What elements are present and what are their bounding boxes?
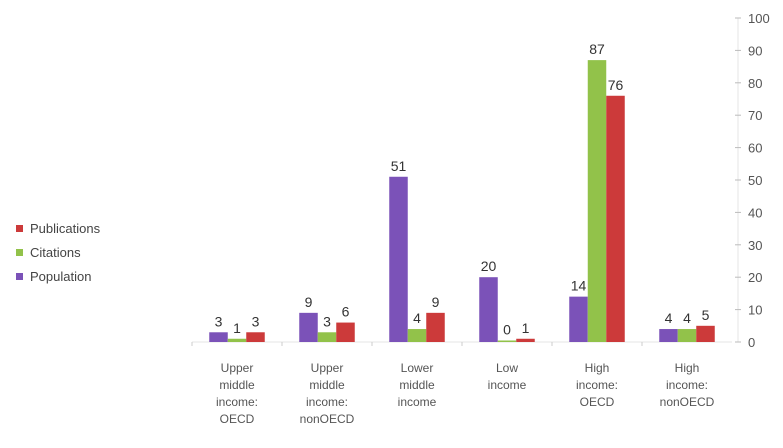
legend-swatch xyxy=(16,248,23,256)
legend: Publications Citations Population xyxy=(16,216,100,288)
category-label: Upper middle income: nonOECD xyxy=(300,361,355,426)
bar-citations xyxy=(587,60,607,343)
legend-label: Publications xyxy=(30,220,101,236)
y-tick-label: 40 xyxy=(748,205,762,220)
legend-item-publications: Publications xyxy=(16,216,100,240)
data-label: 87 xyxy=(589,41,605,57)
data-label: 9 xyxy=(305,294,313,310)
data-label: 0 xyxy=(503,322,511,338)
bar-population xyxy=(209,332,228,342)
data-label: 20 xyxy=(481,258,497,274)
bar-population xyxy=(659,329,678,342)
data-label: 76 xyxy=(608,77,624,93)
category-label: Upper middle income: OECD xyxy=(216,361,258,426)
y-tick-label: 80 xyxy=(748,76,762,91)
bar-publications xyxy=(696,325,715,342)
legend-label: Citations xyxy=(30,244,81,260)
data-label: 1 xyxy=(233,320,241,336)
data-label: 3 xyxy=(252,313,260,329)
bar-citations xyxy=(677,329,697,342)
category-label: High income: nonOECD xyxy=(660,361,715,409)
data-label: 1 xyxy=(522,320,530,336)
data-label: 4 xyxy=(665,310,673,326)
bar-citations xyxy=(317,332,337,342)
data-label: 6 xyxy=(342,304,350,320)
bar-publications xyxy=(246,332,265,342)
data-label: 5 xyxy=(702,307,710,323)
bar-citations xyxy=(407,329,427,342)
y-tick-label: 70 xyxy=(748,108,762,123)
category-label: Low income xyxy=(488,361,527,392)
legend-label: Population xyxy=(30,268,92,284)
legend-swatch xyxy=(16,224,23,232)
data-label: 51 xyxy=(391,158,407,174)
data-label: 3 xyxy=(323,313,331,329)
y-tick-label: 60 xyxy=(748,141,762,156)
y-tick-label: 10 xyxy=(748,303,762,318)
bar-citations xyxy=(227,338,247,342)
bar-population xyxy=(569,296,588,342)
bar-population xyxy=(299,312,318,342)
y-tick-label: 20 xyxy=(748,270,762,285)
bar-population xyxy=(479,277,498,342)
y-tick-label: 100 xyxy=(748,11,770,26)
bars xyxy=(209,60,715,343)
data-label: 9 xyxy=(432,294,440,310)
bar-publications xyxy=(336,322,355,342)
legend-swatch xyxy=(16,272,23,280)
category-label: Lower middle income xyxy=(398,361,437,409)
y-tick-label: 50 xyxy=(748,173,762,188)
bar-citations xyxy=(497,340,517,342)
bar-population xyxy=(389,176,408,342)
bar-publications xyxy=(606,95,625,342)
legend-item-population: Population xyxy=(16,264,100,288)
y-tick-label: 30 xyxy=(748,238,762,253)
legend-item-citations: Citations xyxy=(16,240,100,264)
y-tick-label: 90 xyxy=(748,43,762,58)
data-label: 3 xyxy=(215,313,223,329)
y-tick-label: 0 xyxy=(748,335,755,350)
data-label: 14 xyxy=(571,278,587,294)
category-label: High income: OECD xyxy=(576,361,618,409)
data-label: 4 xyxy=(413,310,421,326)
x-axis-labels: Upper middle income: OECD Upper middle income:… xyxy=(216,361,715,426)
data-label: 4 xyxy=(683,310,691,326)
bar-publications xyxy=(516,338,535,342)
bar-publications xyxy=(426,312,445,342)
